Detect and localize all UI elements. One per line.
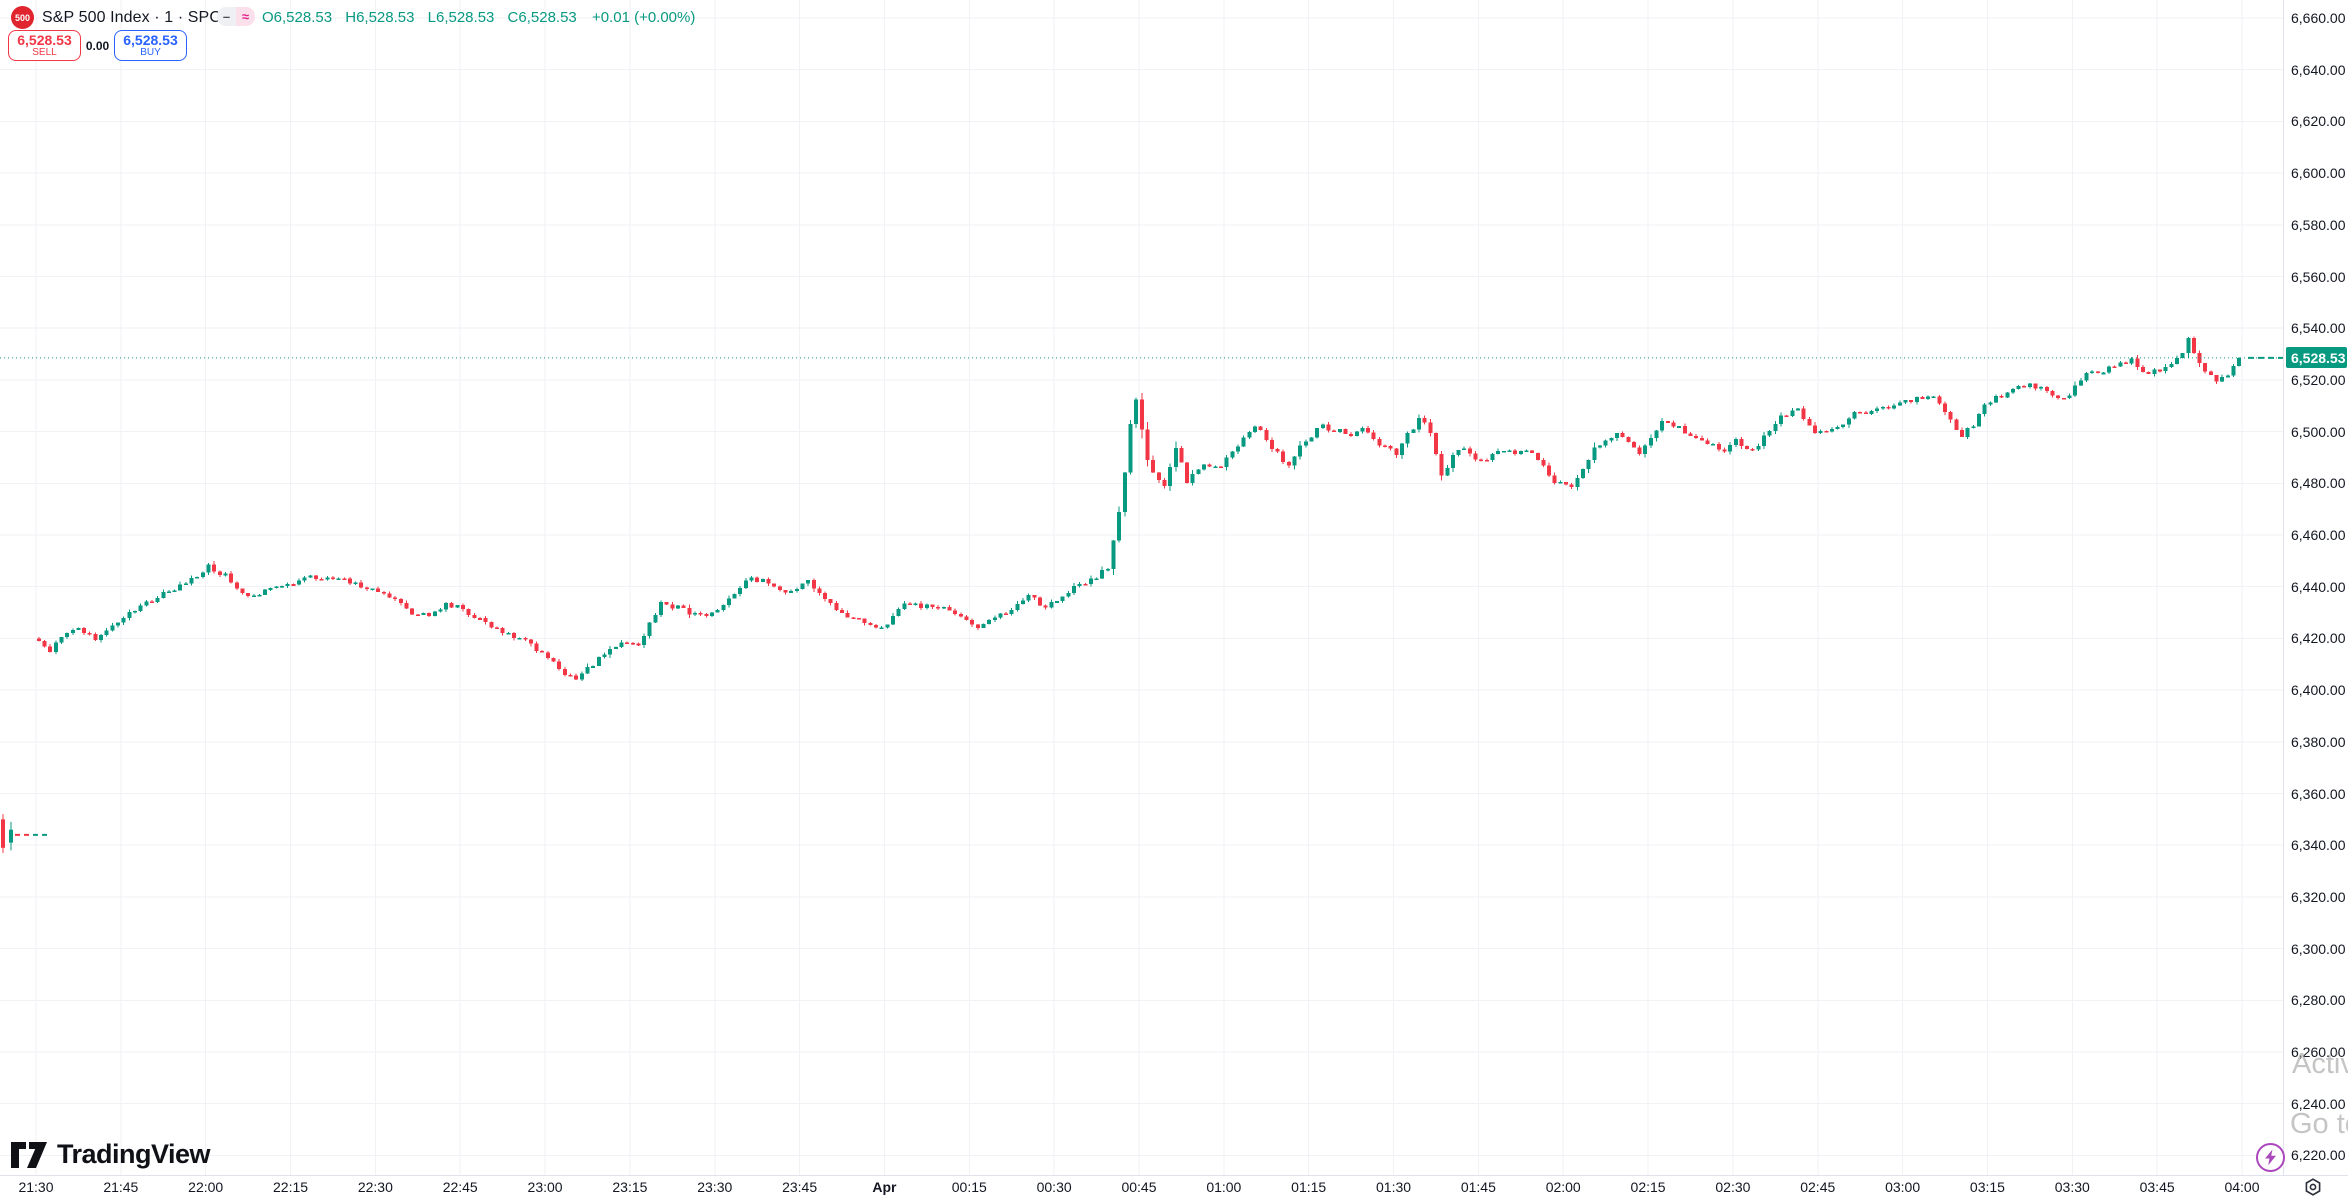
buy-price: 6,528.53 bbox=[123, 31, 178, 48]
collapse-legend-icon[interactable]: – bbox=[217, 7, 236, 26]
time-axis-label: 21:30 bbox=[18, 1179, 54, 1195]
time-axis-label: 01:30 bbox=[1376, 1179, 1412, 1195]
legend-close: C6,528.53 bbox=[507, 9, 577, 26]
price-axis-label: 6,480.00 bbox=[2291, 475, 2346, 492]
time-axis-label: 03:30 bbox=[2054, 1179, 2090, 1195]
last-price-badge: 6,528.53 bbox=[2286, 347, 2347, 369]
price-axis-label: 6,500.00 bbox=[2291, 423, 2346, 440]
price-axis-label: 6,400.00 bbox=[2291, 682, 2346, 699]
time-axis-label: 01:00 bbox=[1206, 1179, 1242, 1195]
buy-label: BUY bbox=[140, 46, 161, 58]
time-axis-label: 03:45 bbox=[2139, 1179, 2175, 1195]
time-axis-label: 02:45 bbox=[1800, 1179, 1836, 1195]
time-axis-label: 23:45 bbox=[782, 1179, 818, 1195]
sp500-logo: 500 bbox=[11, 6, 34, 29]
spread-value: 0.00 bbox=[85, 38, 110, 53]
buy-button[interactable]: 6,528.53 BUY bbox=[114, 30, 187, 61]
time-axis-label: 02:15 bbox=[1630, 1179, 1666, 1195]
legend-change: +0.01 (+0.00%) bbox=[591, 9, 696, 26]
time-axis[interactable]: 21:30 21:45 22:00 22:15 22:30 22:45 23:00 23:15… bbox=[0, 1175, 2348, 1196]
price-axis-label: 6,620.00 bbox=[2291, 113, 2346, 130]
price-axis-label: 6,220.00 bbox=[2291, 1147, 2346, 1164]
time-axis-label: 22:30 bbox=[357, 1179, 393, 1195]
wave-indicator-icon[interactable]: ≈ bbox=[236, 7, 255, 26]
price-axis-label: 6,320.00 bbox=[2291, 888, 2346, 905]
price-axis-label: 6,560.00 bbox=[2291, 268, 2346, 285]
time-axis-label: 23:00 bbox=[527, 1179, 563, 1195]
legend-chips: – ≈ bbox=[217, 7, 255, 26]
price-axis-label: 6,540.00 bbox=[2291, 320, 2346, 337]
candles bbox=[36, 336, 2242, 682]
price-axis-label: 6,360.00 bbox=[2291, 785, 2346, 802]
tradingview-logo-icon bbox=[11, 1141, 47, 1168]
price-axis-label: 6,300.00 bbox=[2291, 940, 2346, 957]
time-axis-label: 22:15 bbox=[273, 1179, 309, 1195]
price-axis-label: 6,380.00 bbox=[2291, 733, 2346, 750]
price-axis-label: 6,420.00 bbox=[2291, 630, 2346, 647]
time-axis-label: 23:15 bbox=[612, 1179, 648, 1195]
price-axis-label: 6,640.00 bbox=[2291, 61, 2346, 78]
tradingview-wordmark: TradingView bbox=[57, 1139, 211, 1169]
price-axis-label: 6,340.00 bbox=[2291, 837, 2346, 854]
time-axis-label: 00:45 bbox=[1121, 1179, 1157, 1195]
time-axis-label: 21:45 bbox=[103, 1179, 139, 1195]
price-axis-label: 6,280.00 bbox=[2291, 992, 2346, 1009]
time-axis-label: 22:00 bbox=[188, 1179, 224, 1195]
instant-trading-lightning-icon[interactable] bbox=[2256, 1143, 2285, 1172]
price-axis-label: 6,520.00 bbox=[2291, 371, 2346, 388]
os-watermark-line2: Go to S bbox=[2290, 1108, 2348, 1140]
time-axis-label: 01:15 bbox=[1291, 1179, 1327, 1195]
time-axis-label: 01:45 bbox=[1460, 1179, 1496, 1195]
price-axis-label: 6,580.00 bbox=[2291, 216, 2346, 233]
trade-panel: 6,528.53 SELL 0.00 6,528.53 BUY bbox=[8, 30, 187, 61]
price-axis-label: 6,660.00 bbox=[2291, 10, 2346, 26]
time-axis-label: 03:15 bbox=[1969, 1179, 2005, 1195]
sell-price: 6,528.53 bbox=[17, 31, 72, 48]
left-edge-artifact bbox=[1, 814, 49, 853]
time-axis-label: 02:30 bbox=[1715, 1179, 1751, 1195]
time-axis-label: 00:30 bbox=[1036, 1179, 1072, 1195]
chart-pane[interactable]: 500 S&P 500 Index · 1 · SPCFD – ≈ O6,528… bbox=[0, 0, 2283, 1175]
sell-label: SELL bbox=[32, 46, 57, 58]
price-axis[interactable]: 6,660.00 6,640.00 6,620.00 6,600.00 6,580.00… bbox=[2283, 0, 2348, 1175]
price-axis-label: 6,600.00 bbox=[2291, 165, 2346, 182]
price-axis-label: 6,460.00 bbox=[2291, 527, 2346, 543]
candlestick-chart[interactable] bbox=[0, 0, 2283, 1175]
time-axis-label: 02:00 bbox=[1545, 1179, 1581, 1195]
legend-low: L6,528.53 bbox=[427, 9, 495, 26]
time-axis-label: 22:45 bbox=[442, 1179, 478, 1195]
tradingview-logo[interactable]: TradingView bbox=[10, 1139, 211, 1170]
time-axis-label: 03:00 bbox=[1885, 1179, 1921, 1195]
legend-open: O6,528.53 bbox=[262, 9, 333, 26]
price-axis-label: 6,260.00 bbox=[2291, 1044, 2346, 1060]
time-axis-label: Apr bbox=[872, 1179, 897, 1195]
sell-button[interactable]: 6,528.53 SELL bbox=[8, 30, 81, 61]
ohlc-legend: O6,528.53 H6,528.53 L6,528.53 C6,528.53 … bbox=[262, 9, 695, 26]
price-axis-label: 6,440.00 bbox=[2291, 578, 2346, 595]
axis-settings-gear-icon[interactable] bbox=[2303, 1177, 2323, 1196]
grid bbox=[0, 0, 2283, 1175]
symbol-title[interactable]: S&P 500 Index · 1 · SPCFD bbox=[42, 9, 243, 26]
time-axis-label: 23:30 bbox=[697, 1179, 733, 1195]
price-axis-label: 6,240.00 bbox=[2291, 1095, 2346, 1112]
time-axis-label: 00:15 bbox=[951, 1179, 987, 1195]
os-watermark-line1: Activa bbox=[2292, 1048, 2348, 1080]
time-axis-label: 04:00 bbox=[2224, 1179, 2260, 1195]
legend-high: H6,528.53 bbox=[345, 9, 415, 26]
